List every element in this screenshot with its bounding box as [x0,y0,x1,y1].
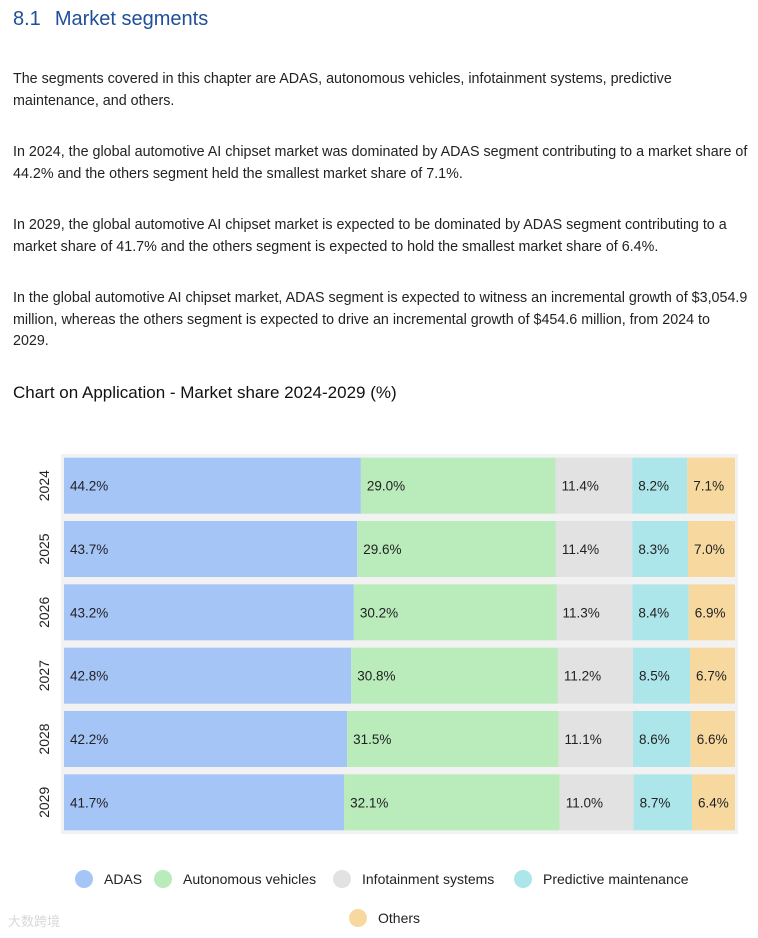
year-label-2029: 2029 [36,787,52,818]
data-label-predictive-maintenance-2027: 8.5% [639,669,670,684]
paragraph-2024-share: In 2024, the global automotive AI chipse… [13,144,748,182]
bar-adas-2026 [64,584,354,641]
legend-label-predictive-maintenance: Predictive maintenance [543,871,689,887]
data-label-adas-2025: 43.7% [70,542,108,557]
bar-adas-2025 [64,521,358,577]
bar-autonomous-vehicles-2027 [351,647,558,704]
bar-autonomous-vehicles-2024 [360,457,556,514]
data-label-predictive-maintenance-2026: 8.4% [638,605,669,620]
legend-label-others: Others [378,910,420,926]
paragraph-2029-share: In 2029, the global automotive AI chipse… [13,217,727,255]
year-label-2027: 2027 [36,660,52,691]
legend-marker-infotainment-systems [333,870,351,888]
bar-predictive-maintenance-2025 [632,521,689,577]
bar-others-2028 [690,711,735,767]
data-label-adas-2024: 44.2% [70,479,108,494]
legend-label-autonomous-vehicles: Autonomous vehicles [183,871,316,887]
data-label-infotainment-systems-2026: 11.3% [563,605,600,620]
year-label-2025: 2025 [36,533,52,564]
market-share-chart: 44.2% 29.0% 11.4% 8.2% 7.1% 2024 43.7% 29.6% 11.… [36,454,738,927]
data-label-others-2028: 6.6% [697,732,728,747]
data-label-others-2025: 7.0% [694,542,725,557]
legend-marker-adas [75,870,93,888]
data-label-others-2029: 6.4% [698,795,729,810]
data-label-predictive-maintenance-2028: 8.6% [639,732,670,747]
bar-adas-2027 [64,647,352,704]
section-heading: 8.1 Market segments [13,8,208,31]
data-label-autonomous-vehicles-2029: 32.1% [350,795,388,810]
bar-predictive-maintenance-2027 [633,647,691,704]
bar-infotainment-systems-2025 [555,521,633,577]
bar-autonomous-vehicles-2025 [357,521,556,577]
section-title: Market segments [54,8,209,30]
legend-label-infotainment-systems: Infotainment systems [362,871,494,887]
bar-predictive-maintenance-2029 [633,774,693,831]
chart-title: Chart on Application - Market share 2024… [13,383,397,402]
data-label-others-2026: 6.9% [695,605,726,620]
data-label-adas-2027: 42.8% [70,669,108,684]
bar-predictive-maintenance-2028 [633,711,691,767]
year-label-2028: 2028 [36,723,52,754]
bar-adas-2024 [64,457,361,514]
legend-marker-predictive-maintenance [514,870,532,888]
data-label-infotainment-systems-2025: 11.4% [562,542,599,557]
bar-others-2027 [690,647,735,704]
data-label-predictive-maintenance-2025: 8.3% [638,542,669,557]
data-label-adas-2029: 41.7% [70,795,108,810]
section-number: 8.1 [13,8,41,30]
bar-infotainment-systems-2028 [558,711,634,767]
year-label-2026: 2026 [36,597,52,628]
bar-others-2029 [692,774,735,831]
bar-adas-2029 [64,774,345,831]
data-label-autonomous-vehicles-2028: 31.5% [353,732,391,747]
data-label-autonomous-vehicles-2027: 30.8% [357,669,395,684]
paragraph-segments-covered: The segments covered in this chapter are… [13,71,672,109]
bar-infotainment-systems-2027 [557,647,634,704]
paragraph-incremental-growth: In the global automotive AI chipset mark… [13,290,748,349]
bar-infotainment-systems-2024 [555,457,633,514]
bar-infotainment-systems-2026 [556,584,633,641]
bar-others-2025 [688,521,735,577]
data-label-autonomous-vehicles-2025: 29.6% [363,542,401,557]
bar-autonomous-vehicles-2026 [353,584,557,641]
bar-predictive-maintenance-2024 [632,457,688,514]
data-label-predictive-maintenance-2024: 8.2% [638,479,669,494]
bar-others-2026 [688,584,735,641]
data-label-others-2024: 7.1% [693,479,724,494]
bar-infotainment-systems-2029 [559,774,634,831]
data-label-predictive-maintenance-2029: 8.7% [640,795,671,810]
data-label-infotainment-systems-2028: 11.1% [565,732,602,747]
data-label-others-2027: 6.7% [696,669,727,684]
legend-label-adas: ADAS [104,871,142,887]
legend-marker-autonomous-vehicles [154,870,172,888]
data-label-adas-2028: 42.2% [70,732,108,747]
data-label-infotainment-systems-2029: 11.0% [566,795,603,810]
bar-others-2024 [687,457,735,514]
legend-marker-others [349,909,367,927]
data-label-adas-2026: 43.2% [70,605,108,620]
bar-autonomous-vehicles-2028 [347,711,559,767]
bar-predictive-maintenance-2026 [632,584,689,641]
data-label-infotainment-systems-2027: 11.2% [564,669,601,684]
data-label-autonomous-vehicles-2024: 29.0% [367,479,405,494]
data-label-autonomous-vehicles-2026: 30.2% [360,605,398,620]
year-label-2024: 2024 [36,470,52,501]
data-label-infotainment-systems-2024: 11.4% [562,479,599,494]
watermark: 大数跨境 [8,914,61,929]
bar-adas-2028 [64,711,348,767]
bar-autonomous-vehicles-2029 [344,774,560,831]
plot-area [61,454,738,834]
